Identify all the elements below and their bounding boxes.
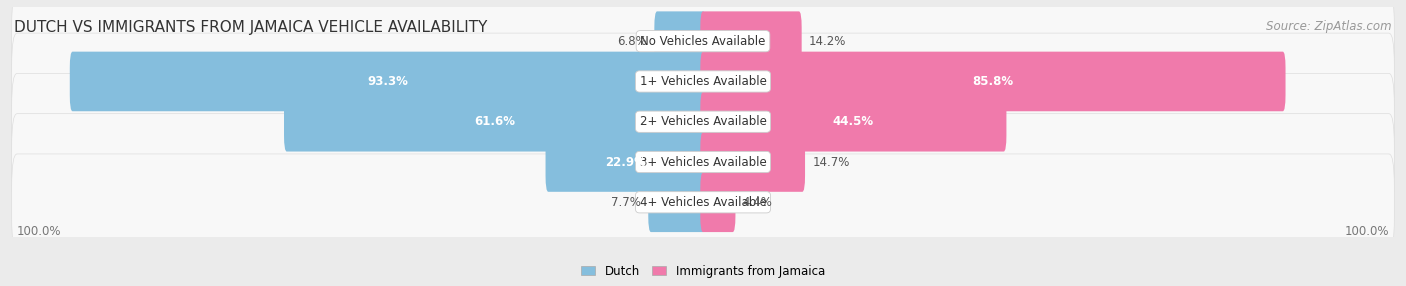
Text: 44.5%: 44.5%	[832, 115, 875, 128]
FancyBboxPatch shape	[654, 11, 706, 71]
Text: 61.6%: 61.6%	[474, 115, 516, 128]
Text: 3+ Vehicles Available: 3+ Vehicles Available	[640, 156, 766, 168]
FancyBboxPatch shape	[700, 11, 801, 71]
FancyBboxPatch shape	[284, 92, 706, 152]
Text: 85.8%: 85.8%	[973, 75, 1014, 88]
FancyBboxPatch shape	[11, 114, 1395, 210]
Text: 4.4%: 4.4%	[742, 196, 773, 209]
FancyBboxPatch shape	[700, 52, 1285, 111]
FancyBboxPatch shape	[11, 0, 1395, 90]
Text: 14.2%: 14.2%	[808, 35, 846, 48]
Text: 100.0%: 100.0%	[17, 225, 62, 238]
FancyBboxPatch shape	[700, 132, 806, 192]
Text: 2+ Vehicles Available: 2+ Vehicles Available	[640, 115, 766, 128]
FancyBboxPatch shape	[648, 172, 706, 232]
Text: 93.3%: 93.3%	[367, 75, 408, 88]
FancyBboxPatch shape	[546, 132, 706, 192]
Text: 6.8%: 6.8%	[617, 35, 647, 48]
Text: 100.0%: 100.0%	[1344, 225, 1389, 238]
FancyBboxPatch shape	[11, 154, 1395, 251]
FancyBboxPatch shape	[700, 172, 735, 232]
Text: 14.7%: 14.7%	[813, 156, 849, 168]
Text: Source: ZipAtlas.com: Source: ZipAtlas.com	[1267, 20, 1392, 33]
FancyBboxPatch shape	[700, 92, 1007, 152]
Text: 1+ Vehicles Available: 1+ Vehicles Available	[640, 75, 766, 88]
Text: 4+ Vehicles Available: 4+ Vehicles Available	[640, 196, 766, 209]
Text: DUTCH VS IMMIGRANTS FROM JAMAICA VEHICLE AVAILABILITY: DUTCH VS IMMIGRANTS FROM JAMAICA VEHICLE…	[14, 20, 488, 35]
Text: 7.7%: 7.7%	[612, 196, 641, 209]
Text: No Vehicles Available: No Vehicles Available	[640, 35, 766, 48]
FancyBboxPatch shape	[11, 74, 1395, 170]
FancyBboxPatch shape	[11, 33, 1395, 130]
FancyBboxPatch shape	[70, 52, 706, 111]
Legend: Dutch, Immigrants from Jamaica: Dutch, Immigrants from Jamaica	[578, 261, 828, 281]
Text: 22.9%: 22.9%	[605, 156, 647, 168]
